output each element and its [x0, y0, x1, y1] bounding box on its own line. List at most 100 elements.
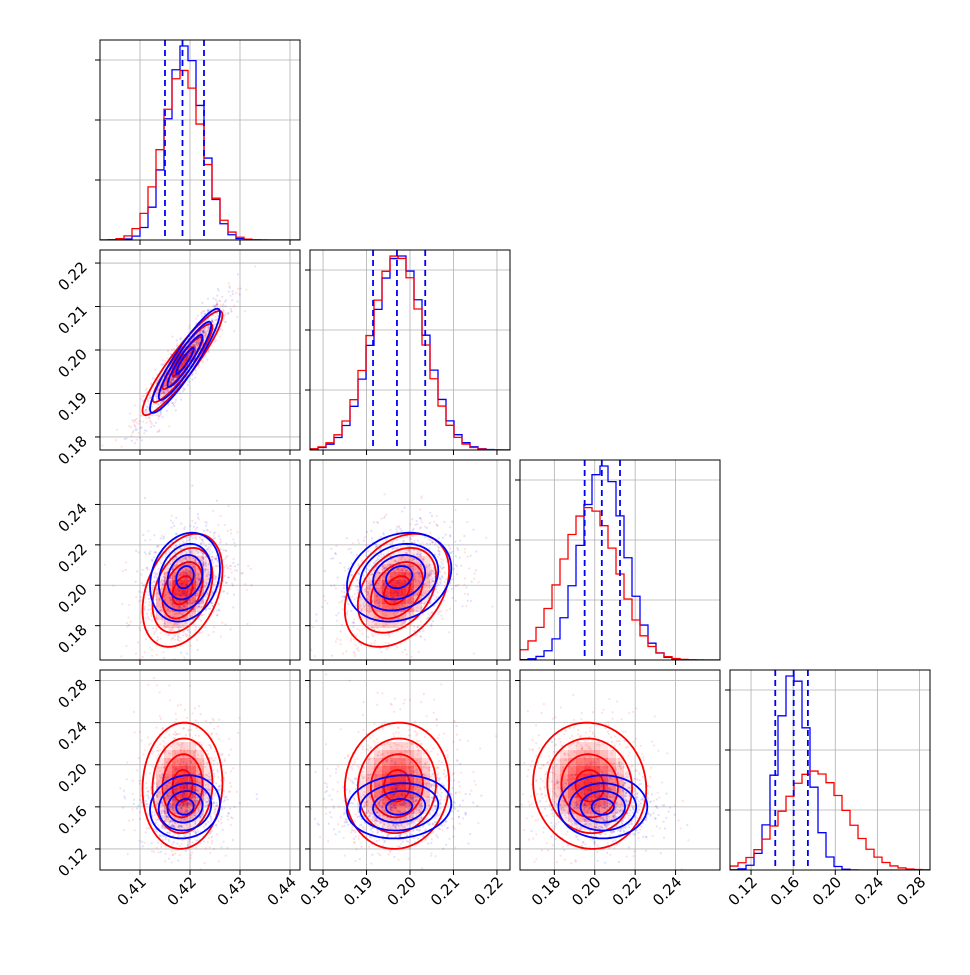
scatter-point: [149, 389, 151, 391]
scatter-point: [404, 575, 406, 577]
scatter-point: [368, 576, 370, 578]
scatter-point: [254, 266, 256, 268]
density-block: [164, 750, 172, 758]
scatter-point: [173, 733, 175, 735]
scatter-point: [350, 551, 352, 553]
scatter-point: [422, 630, 424, 632]
scatter-point: [180, 626, 182, 628]
scatter-point: [201, 360, 203, 362]
scatter-point: [119, 787, 121, 789]
scatter-point: [193, 586, 195, 588]
scatter-point: [174, 721, 176, 723]
scatter-point: [129, 454, 131, 456]
scatter-point: [194, 707, 196, 709]
scatter-point: [154, 595, 156, 597]
scatter-point: [380, 587, 382, 589]
scatter-point: [427, 617, 429, 619]
scatter-point: [382, 532, 384, 534]
scatter-point: [421, 521, 423, 523]
scatter-point: [354, 593, 356, 595]
scatter-point: [349, 548, 351, 550]
scatter-point: [188, 381, 190, 383]
scatter-point: [417, 568, 419, 570]
scatter-point: [224, 524, 226, 526]
scatter-point: [180, 399, 182, 401]
scatter-point: [130, 435, 132, 437]
scatter-point: [153, 581, 155, 583]
scatter-point: [443, 599, 445, 601]
scatter-point: [215, 733, 217, 735]
scatter-point: [371, 600, 373, 602]
scatter-point: [159, 743, 161, 745]
scatter-point: [360, 644, 362, 646]
scatter-point: [216, 762, 218, 764]
scatter-point: [168, 425, 170, 427]
scatter-point: [155, 581, 157, 583]
scatter-point: [365, 571, 367, 573]
scatter-point: [172, 854, 174, 856]
scatter-point: [138, 432, 140, 434]
scatter-point: [365, 604, 367, 606]
scatter-point: [367, 556, 369, 558]
scatter-point: [460, 565, 462, 567]
scatter-point: [183, 546, 185, 548]
scatter-point: [174, 613, 176, 615]
scatter-point: [448, 545, 450, 547]
scatter-point: [223, 549, 225, 551]
density-block: [172, 742, 180, 750]
scatter-point: [429, 565, 431, 567]
scatter-point: [214, 750, 216, 752]
scatter-point: [418, 565, 420, 567]
scatter-point: [220, 818, 222, 820]
scatter-point: [401, 604, 403, 606]
scatter-point: [191, 379, 193, 381]
scatter-point: [192, 557, 194, 559]
scatter-point: [158, 429, 160, 431]
scatter-point: [148, 618, 150, 620]
scatter-point: [182, 390, 184, 392]
scatter-point: [218, 860, 220, 862]
scatter-point: [186, 551, 188, 553]
scatter-point: [146, 579, 148, 581]
scatter-point: [414, 578, 416, 580]
scatter-point: [239, 717, 241, 719]
scatter-point: [173, 667, 175, 669]
scatter-point: [347, 568, 349, 570]
scatter-point: [121, 446, 123, 448]
scatter-point: [152, 414, 154, 416]
scatter-point: [203, 530, 205, 532]
scatter-point: [356, 554, 358, 556]
scatter-point: [215, 558, 217, 560]
scatter-point: [232, 538, 234, 540]
scatter-point: [185, 359, 187, 361]
scatter-point: [144, 651, 146, 653]
scatter-point: [183, 548, 185, 550]
scatter-point: [198, 618, 200, 620]
scatter-point: [315, 613, 317, 615]
scatter-point: [225, 550, 227, 552]
scatter-point: [205, 525, 207, 527]
scatter-point: [142, 569, 144, 571]
scatter-point: [145, 414, 147, 416]
scatter-point: [218, 328, 220, 330]
scatter-point: [419, 554, 421, 556]
scatter-point: [357, 600, 359, 602]
scatter-point: [179, 845, 181, 847]
scatter-point: [203, 551, 205, 553]
scatter-point: [144, 539, 146, 541]
scatter-point: [247, 565, 249, 567]
scatter-point: [382, 553, 384, 555]
scatter-point: [209, 531, 211, 533]
scatter-point: [352, 621, 354, 623]
scatter-point: [208, 543, 210, 545]
scatter-point: [392, 564, 394, 566]
scatter-point: [195, 734, 197, 736]
scatter-point: [230, 529, 232, 531]
scatter-point: [191, 604, 193, 606]
scatter-point: [407, 601, 409, 603]
scatter-point: [381, 518, 383, 520]
scatter-point: [195, 538, 197, 540]
scatter-point: [427, 613, 429, 615]
scatter-point: [388, 633, 390, 635]
scatter-point: [182, 614, 184, 616]
